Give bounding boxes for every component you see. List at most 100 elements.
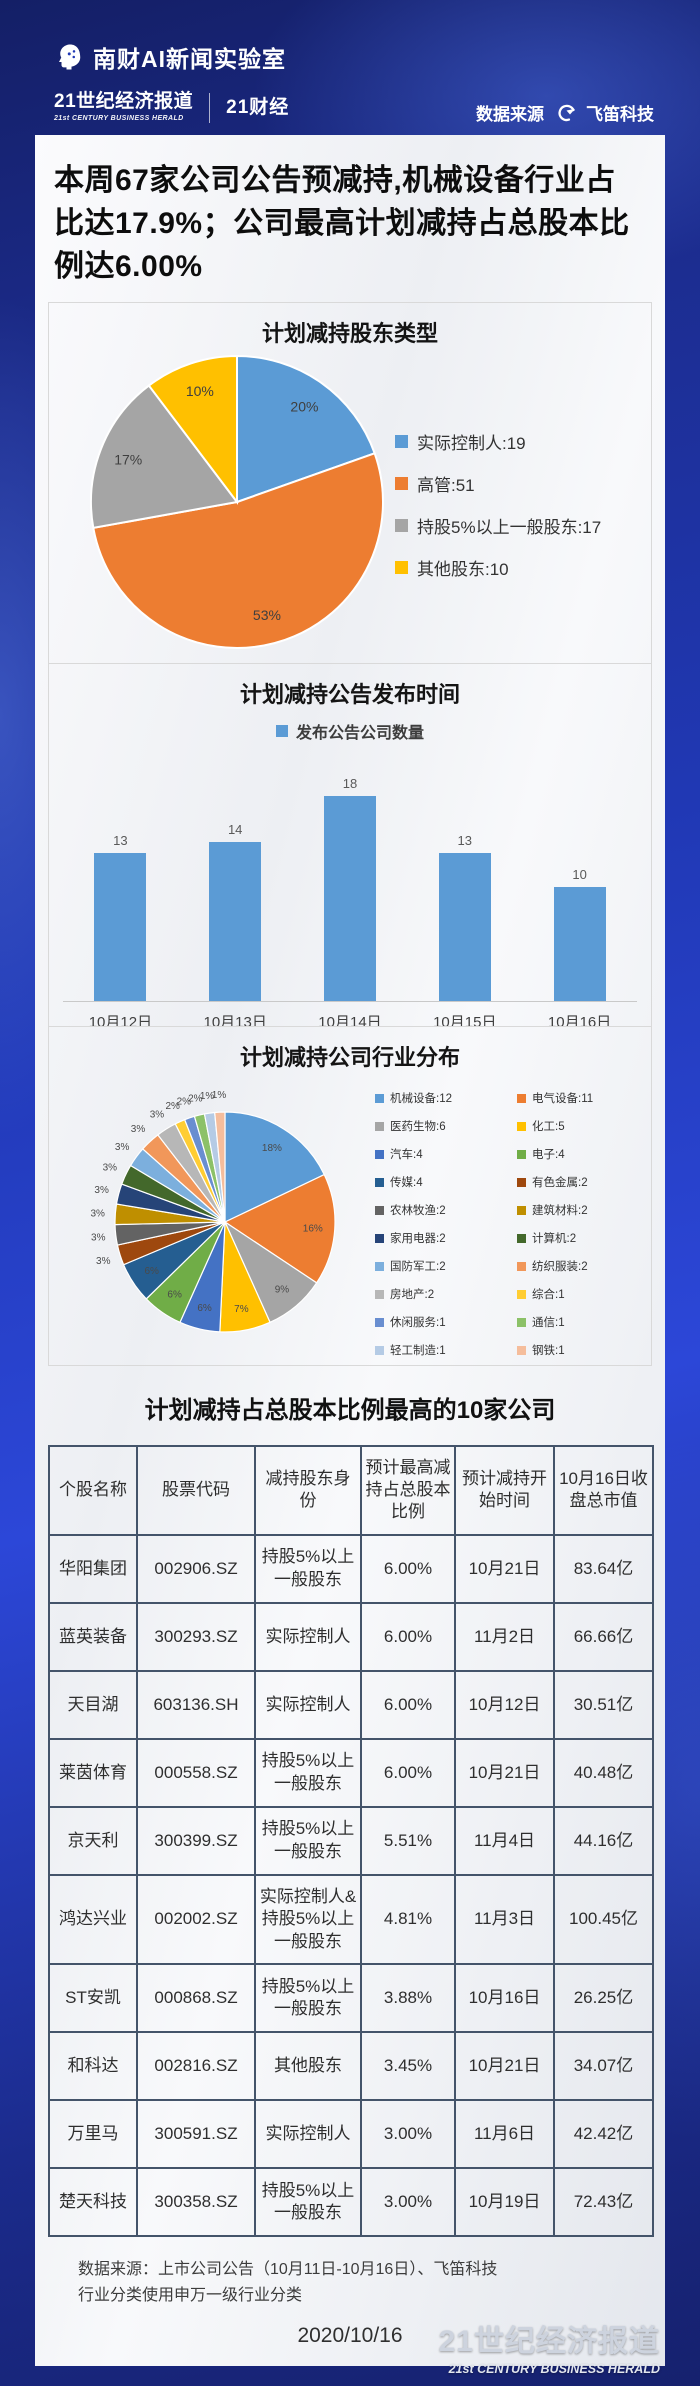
legend-swatch bbox=[375, 1345, 384, 1355]
table-cell: 和科达 bbox=[48, 2031, 138, 2102]
legend-label: 钢铁:1 bbox=[532, 1345, 565, 1358]
section-top10-table: 计划减持占总股本比例最高的10家公司 个股名称 股票代码 减持股东身份 预计最高减持占… bbox=[48, 1390, 654, 2238]
table-row-华阳集团: 华阳集团 002906.SZ 持股5%以上一般股东 6.00% 10月21日 83.64亿 bbox=[48, 1533, 654, 1604]
pie-percent-label-高管: 53% bbox=[253, 606, 281, 622]
pie-percent-label-实际控制人: 20% bbox=[290, 398, 318, 414]
head-icon bbox=[54, 42, 84, 72]
legend-label: 电子:4 bbox=[532, 1149, 565, 1162]
legend-item-化工: 化工:5 bbox=[517, 1118, 627, 1134]
legend-item-计算机: 计算机:2 bbox=[517, 1230, 627, 1246]
pie-percent-label-国防军工: 3% bbox=[115, 1142, 130, 1153]
bar-column-10月13日: 14 bbox=[178, 822, 293, 1001]
pie-percent-label-综合: 2% bbox=[166, 1101, 181, 1112]
table-cell: 鸿达兴业 bbox=[48, 1873, 138, 1966]
table-cell: 10月12日 bbox=[454, 1669, 555, 1740]
table-row-和科达: 和科达 002816.SZ 其他股东 3.45% 10月21日 34.07亿 bbox=[48, 2031, 654, 2102]
pie-slice-高管 bbox=[92, 451, 384, 649]
pie-percent-label-有色金属: 3% bbox=[96, 1255, 111, 1266]
table-cell: 3.45% bbox=[360, 2031, 456, 2102]
table-cell: 10月19日 bbox=[454, 2167, 555, 2238]
pie-chart-shareholder-type: 20% 53% 17% 10% bbox=[87, 352, 387, 657]
legend-label: 休闲服务:1 bbox=[390, 1317, 446, 1330]
pie-percent-label-通信: 2% bbox=[188, 1093, 203, 1104]
pie1-title: 计划减持股东类型 bbox=[261, 320, 438, 346]
legend-item-医药生物: 医药生物:6 bbox=[375, 1118, 503, 1134]
table-cell: 4.81% bbox=[360, 1873, 456, 1966]
table-cell: 5.51% bbox=[360, 1805, 456, 1876]
pie-percent-label-家用电器: 3% bbox=[94, 1185, 109, 1196]
legend-swatch bbox=[517, 1093, 526, 1103]
data-source-block: 数据来源 飞笛科技 bbox=[476, 100, 654, 125]
legend-label: 机械设备:12 bbox=[390, 1093, 452, 1106]
table-cell: 11月2日 bbox=[454, 1601, 555, 1672]
legend-swatch bbox=[395, 476, 408, 490]
legend-swatch bbox=[375, 1121, 384, 1131]
table-cell: 华阳集团 bbox=[48, 1533, 138, 1604]
pie-percent-label-电气设备: 16% bbox=[303, 1223, 323, 1234]
legend-swatch bbox=[517, 1345, 526, 1355]
table-cell: 603136.SH bbox=[136, 1669, 256, 1740]
legend-swatch bbox=[375, 1289, 384, 1299]
pie-percent-label-轻工制造: 1% bbox=[200, 1091, 215, 1102]
table-cell: 11月3日 bbox=[454, 1873, 555, 1966]
table-cell: 6.00% bbox=[360, 1669, 456, 1740]
table-cell: 10月16日 bbox=[454, 1963, 555, 2034]
data-source-label: 数据来源 bbox=[476, 105, 544, 124]
publish-date: 2020/10/16 bbox=[297, 2324, 403, 2348]
legend-label: 实际控制人:19 bbox=[417, 433, 526, 453]
brand-primary-block: 21世纪经济报道 21st CENTURY BUSINESS HERALD bbox=[54, 91, 194, 122]
pie-slice-实际控制人 bbox=[236, 354, 376, 503]
section-industry-distribution: 计划减持公司行业分布 18% 16% 9% 7% 6% 6% 6% 3% 3% 3% 3% 3% 3% 3… bbox=[48, 1025, 652, 1366]
legend-label: 传媒:4 bbox=[390, 1177, 423, 1190]
bar-column-10月15日: 13 bbox=[407, 833, 522, 1001]
table-cell: 34.07亿 bbox=[553, 2031, 654, 2102]
brand-primary: 21世纪经济报道 bbox=[54, 91, 194, 112]
table-row-莱茵体育: 莱茵体育 000558.SZ 持股5%以上一般股东 6.00% 10月21日 40.48亿 bbox=[48, 1737, 654, 1808]
legend-label: 有色金属:2 bbox=[532, 1177, 588, 1190]
table-header-cell: 预计减持开始时间 bbox=[454, 1444, 555, 1536]
table-cell: 持股5%以上一般股东 bbox=[254, 1533, 362, 1604]
legend-label: 家用电器:2 bbox=[390, 1233, 446, 1246]
table-cell: 66.66亿 bbox=[553, 1601, 654, 1672]
lab-logo-row: 南财AI新闻实验室 bbox=[54, 40, 286, 74]
legend-item-电气设备: 电气设备:11 bbox=[517, 1090, 627, 1106]
legend-label: 医药生物:6 bbox=[390, 1121, 446, 1134]
table-title: 计划减持占总股本比例最高的10家公司 bbox=[144, 1396, 556, 1424]
table-cell: 3.88% bbox=[360, 1963, 456, 2034]
legend-swatch bbox=[395, 518, 408, 532]
table-cell: 蓝英装备 bbox=[48, 1601, 138, 1672]
table-cell: 42.42亿 bbox=[553, 2099, 654, 2170]
legend-item-有色金属: 有色金属:2 bbox=[517, 1174, 627, 1190]
table-cell: 10月21日 bbox=[454, 1737, 555, 1808]
table-cell: 实际控制人&持股5%以上一般股东 bbox=[254, 1873, 362, 1966]
table-header-cell: 减持股东身份 bbox=[254, 1444, 362, 1536]
brand-divider bbox=[209, 93, 211, 123]
legend-item-农林牧渔: 农林牧渔:2 bbox=[375, 1202, 503, 1218]
table-cell: 6.00% bbox=[360, 1737, 456, 1808]
legend-item-其他股东: 其他股东:10 bbox=[395, 555, 601, 580]
legend-label: 纺织服装:2 bbox=[532, 1261, 588, 1274]
table-cell: 持股5%以上一般股东 bbox=[254, 1963, 362, 2034]
table-cell: 002906.SZ bbox=[136, 1533, 256, 1604]
table-cell: 000558.SZ bbox=[136, 1737, 256, 1808]
pie1-row: 20% 53% 17% 10% 实际控制人:19 高管:51 持股5%以上一般股东:17 其… bbox=[49, 352, 651, 657]
legend-item-轻工制造: 轻工制造:1 bbox=[375, 1342, 503, 1358]
table-cell: 11月4日 bbox=[454, 1805, 555, 1876]
legend-label: 建筑材料:2 bbox=[532, 1205, 588, 1218]
table-cell: 30.51亿 bbox=[553, 1669, 654, 1740]
table-cell: 300358.SZ bbox=[136, 2167, 256, 2238]
table-header-cell: 10月16日收盘总市值 bbox=[553, 1444, 654, 1536]
table-cell: 100.45亿 bbox=[553, 1873, 654, 1966]
table-row-楚天科技: 楚天科技 300358.SZ 持股5%以上一般股东 3.00% 10月19日 72.43亿 bbox=[48, 2167, 654, 2238]
table-cell: 实际控制人 bbox=[254, 1601, 362, 1672]
pie-slice-钢铁 bbox=[214, 1110, 226, 1222]
legend-label: 房地产:2 bbox=[390, 1289, 435, 1302]
legend-item-房地产: 房地产:2 bbox=[375, 1286, 503, 1302]
pie-slice-持股5%以上一般股东 bbox=[90, 383, 239, 529]
bar-value-label: 13 bbox=[113, 832, 128, 848]
table-row-京天利: 京天利 300399.SZ 持股5%以上一般股东 5.51% 11月4日 44.16亿 bbox=[48, 1805, 654, 1876]
legend-swatch bbox=[375, 1261, 384, 1271]
bar-column-10月12日: 13 bbox=[63, 833, 178, 1001]
watermark: 21世纪经济报道 21st CENTURY BUSINESS HERALD bbox=[439, 2316, 660, 2376]
